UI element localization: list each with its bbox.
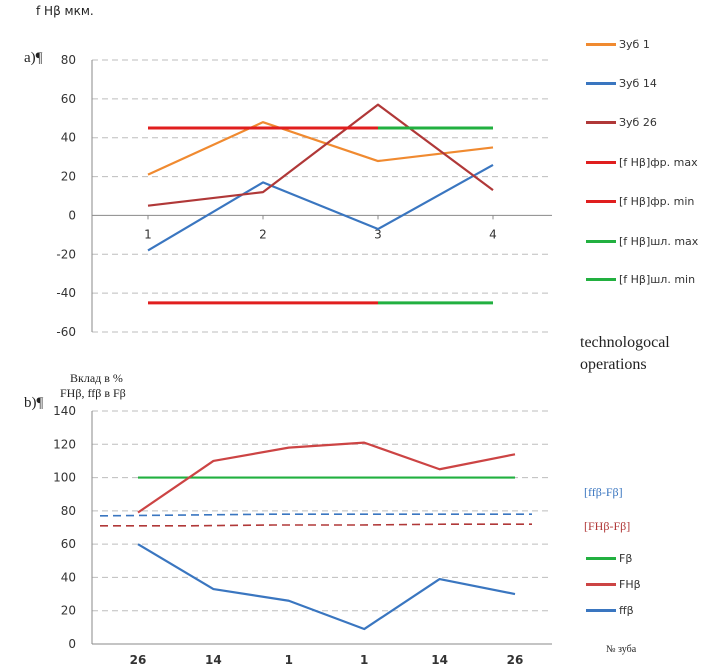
legend-label: Fβ (619, 552, 633, 565)
chart-b-xtick-label: 1 (285, 653, 293, 667)
chart-b-panel-label: b)¶ (24, 395, 44, 411)
chart-b-ytick-label: 120 (53, 437, 76, 451)
chart-b-legend-item: [ffβ-Fβ] (584, 485, 623, 500)
chart-a-xtick-label: 4 (489, 227, 497, 241)
chart-b-series-line (137, 543, 516, 631)
chart-b-series-line (137, 441, 516, 514)
chart-b-xtick-label: 26 (130, 653, 147, 667)
legend-label: Зуб 14 (619, 77, 657, 90)
legend-label: [f Hβ]шл. min (619, 273, 696, 286)
legend-swatch (586, 240, 616, 243)
legend-label: Зуб 1 (619, 38, 650, 51)
chart-a-legend-item: [f Hβ]шл. min (586, 273, 695, 286)
legend-swatch (586, 609, 616, 612)
legend-label: [f Hβ]фр. min (619, 195, 695, 208)
chart-a-series-line (147, 103, 494, 207)
chart-a-ytick-label: 60 (61, 92, 76, 106)
chart-b-ylabel-line1: Вклад в % (70, 371, 123, 385)
legend-swatch (586, 161, 616, 164)
chart-a-ytick-label: -60 (56, 325, 76, 339)
chart-b-xtick-label: 14 (431, 653, 448, 667)
legend-label: [f Hβ]шл. max (619, 235, 699, 248)
legend-swatch (586, 278, 616, 281)
chart-a-series-line (147, 121, 494, 176)
chart-b-xtick-label: 14 (205, 653, 222, 667)
legend-label: [FHβ-Fβ] (584, 519, 631, 533)
chart-b-ytick-label: 80 (61, 504, 76, 518)
chart-a-xtick-label: 1 (144, 227, 152, 241)
chart-b-xlabel: № зуба (606, 644, 637, 655)
legend-swatch (586, 583, 616, 586)
chart-b-ytick-label: 0 (68, 637, 76, 651)
legend-swatch (586, 121, 616, 124)
chart-b-xtick-label: 1 (360, 653, 368, 667)
chart-a-ytick-label: -20 (56, 247, 76, 261)
chart-b-ytick-label: 20 (61, 604, 76, 618)
chart-b-xtick-label: 26 (507, 653, 524, 667)
legend-label: FHβ (619, 578, 641, 591)
chart-a-panel-label: a)¶ (24, 50, 43, 66)
chart-b-ytick-label: 140 (53, 404, 76, 418)
chart-a-legend-item: [f Hβ]фр. max (586, 156, 698, 169)
chart-b: 0 20 40 60 80 100 120 140 26 14 1 1 14 26 (53, 404, 552, 667)
chart-a-ytick-label: 0 (68, 208, 76, 222)
chart-a-legend-item: Зуб 26 (586, 116, 657, 129)
chart-a-xtick-label: 3 (374, 227, 382, 241)
chart-b-series-line (99, 513, 532, 517)
chart-b-legend-item: FHβ (586, 578, 641, 591)
chart-a-legend-item: [f Hβ]шл. max (586, 235, 698, 248)
chart-b-ytick-label: 60 (61, 537, 76, 551)
legend-swatch (586, 82, 616, 85)
legend-label: Зуб 26 (619, 116, 657, 129)
legend-label: [f Hβ]фр. max (619, 156, 698, 169)
chart-b-ytick-label: 40 (61, 570, 76, 584)
legend-label: ffβ (619, 604, 634, 617)
legend-swatch (586, 200, 616, 203)
chart-a-legend-item: Зуб 1 (586, 38, 650, 51)
chart-a-ylabel: f Hβ мкм. (36, 4, 94, 18)
chart-b-legend-item: [FHβ-Fβ] (584, 519, 630, 534)
chart-b-ylabel-line2: FHβ, ffβ в Fβ (60, 386, 126, 400)
chart-b-legend-item: ffβ (586, 604, 634, 617)
chart-b-ytick-label: 100 (53, 471, 76, 485)
chart-a-legend-item: Зуб 14 (586, 77, 657, 90)
legend-swatch (586, 43, 616, 46)
chart-a-xlabel: technologocal operations (580, 334, 670, 373)
chart-a-ytick-label: 80 (61, 53, 76, 67)
chart-a: -60 -40 -20 0 20 40 60 80 1 2 3 4 (56, 53, 552, 339)
chart-b-legend-item: Fβ (586, 552, 632, 565)
chart-b-series-line (100, 523, 532, 527)
chart-a-xtick-label: 2 (259, 227, 267, 241)
chart-a-ytick-label: -40 (56, 286, 76, 300)
legend-swatch (586, 557, 616, 560)
chart-a-series-line (147, 163, 494, 252)
chart-a-ytick-label: 40 (61, 131, 76, 145)
chart-a-legend-item: [f Hβ]фр. min (586, 195, 694, 208)
chart-a-ytick-label: 20 (61, 170, 76, 184)
legend-label: [ffβ-Fβ] (584, 485, 623, 499)
